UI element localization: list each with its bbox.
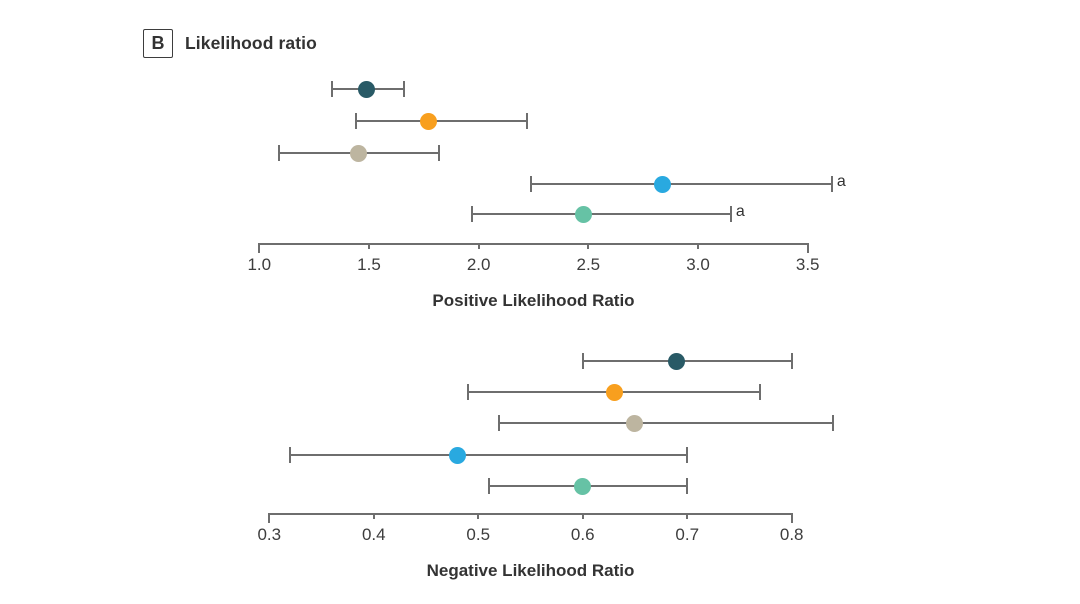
data-point-seafoam	[575, 205, 593, 223]
x-axis-tick-label: 0.6	[570, 525, 595, 544]
x-axis-tick	[697, 243, 700, 249]
x-axis-tick	[790, 513, 793, 523]
data-point-tan	[626, 414, 644, 432]
x-axis-tick	[367, 243, 370, 249]
ci-cap-left	[487, 478, 490, 494]
data-point-orange	[605, 383, 623, 401]
ci-cap-right	[790, 353, 793, 369]
ci-line	[355, 120, 527, 122]
x-axis-tick-label: 0.4	[361, 525, 386, 544]
ci-cap-left	[471, 206, 474, 222]
ci-cap-left	[530, 176, 533, 192]
ci-cap-left	[330, 81, 333, 97]
ci-cap-left	[581, 353, 584, 369]
x-axis-title: Negative Likelihood Ratio	[426, 561, 635, 580]
data-point-dark-teal	[668, 352, 686, 370]
ci-line	[290, 454, 688, 456]
x-axis-tick	[372, 513, 375, 519]
x-axis-tick	[258, 243, 261, 253]
ci-line	[499, 422, 834, 424]
data-point-cyan	[654, 175, 672, 193]
ci-cap-left	[466, 384, 469, 400]
x-axis-tick-label: 0.7	[675, 525, 700, 544]
x-axis-tick-label: 2.5	[576, 255, 601, 274]
x-axis-title: Positive Likelihood Ratio	[432, 291, 635, 310]
ci-line	[531, 183, 832, 185]
x-axis-tick-label: 0.8	[779, 525, 804, 544]
panel-letter-badge: B	[143, 29, 173, 58]
x-axis-tick	[268, 513, 271, 523]
ci-cap-right	[403, 81, 406, 97]
data-point-orange	[419, 112, 437, 130]
ci-cap-right	[525, 113, 528, 129]
x-axis-tick-label: 2.0	[466, 255, 491, 274]
ci-cap-right	[832, 415, 835, 431]
x-axis-tick-label: 3.0	[686, 255, 710, 274]
ci-cap-left	[498, 415, 501, 431]
panel-header: B Likelihood ratio	[143, 29, 317, 58]
footnote-marker: a	[735, 203, 745, 220]
ci-cap-right	[759, 384, 762, 400]
ci-cap-right	[438, 145, 441, 161]
x-axis-tick-label: 1.0	[247, 255, 272, 274]
ci-cap-left	[354, 113, 357, 129]
x-axis-tick	[686, 513, 689, 519]
x-axis-tick-label: 0.3	[257, 525, 282, 544]
x-axis-tick-label: 0.5	[466, 525, 491, 544]
data-point-cyan	[448, 446, 466, 464]
x-axis-line	[268, 513, 793, 515]
ci-cap-right	[686, 447, 689, 463]
x-axis-tick-label: 1.5	[357, 255, 381, 274]
x-axis-tick	[806, 243, 809, 253]
ci-cap-right	[830, 176, 833, 192]
ci-line	[582, 360, 792, 362]
x-axis-line	[258, 243, 809, 245]
x-axis-tick	[581, 513, 584, 519]
x-axis-tick	[587, 243, 590, 249]
x-axis-tick-label: 3.5	[795, 255, 820, 274]
data-point-seafoam	[574, 477, 592, 495]
ci-line	[472, 213, 731, 215]
x-axis-tick	[477, 513, 480, 519]
data-point-dark-teal	[358, 80, 376, 98]
ci-cap-right	[686, 478, 689, 494]
data-point-tan	[349, 144, 367, 162]
panel-title: Likelihood ratio	[185, 33, 317, 53]
footnote-marker: a	[836, 173, 846, 190]
ci-cap-left	[289, 447, 292, 463]
ci-cap-right	[729, 206, 732, 222]
ci-cap-left	[278, 145, 281, 161]
x-axis-tick	[477, 243, 480, 249]
